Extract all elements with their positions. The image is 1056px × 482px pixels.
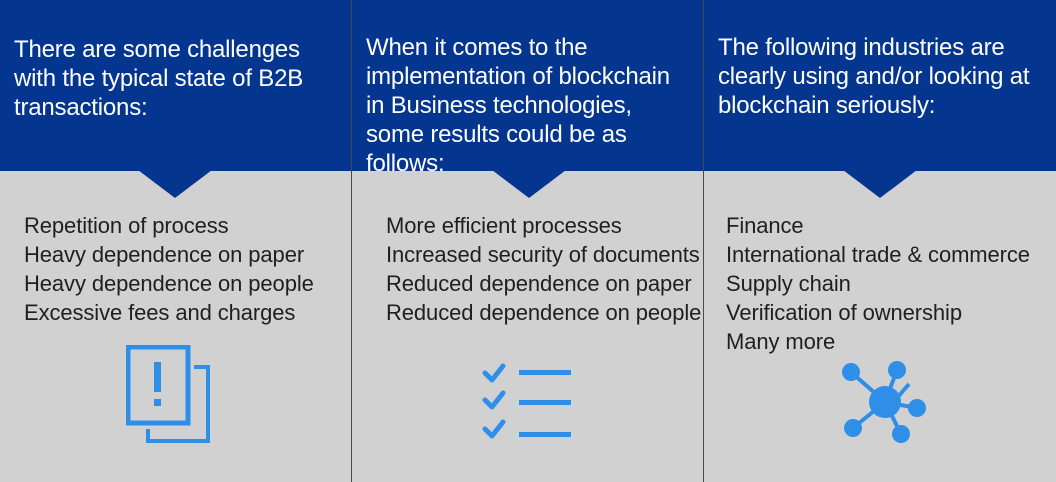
header-pointer	[843, 170, 917, 198]
list-item: Reduced dependence on people	[386, 300, 702, 325]
network-hub-icon	[842, 361, 926, 443]
list-item: Heavy dependence on paper	[24, 242, 305, 267]
challenge-list: Repetition of process Heavy dependence o…	[24, 211, 314, 327]
header-pointer	[138, 170, 212, 198]
list-item: Repetition of process	[24, 213, 229, 238]
list-item: Heavy dependence on people	[24, 271, 314, 296]
panel-title: There are some challenges with the typic…	[14, 36, 304, 121]
industries-list: Finance International trade & commerce S…	[726, 211, 1030, 356]
list-item: Reduced dependence on paper	[386, 271, 692, 296]
panel-header: The following industries are clearly usi…	[704, 0, 1056, 171]
list-item: Many more	[726, 329, 836, 354]
panel-header: There are some challenges with the typic…	[0, 0, 351, 171]
document-alert-icon	[126, 345, 210, 443]
panel-header: When it comes to the implementation of b…	[352, 0, 703, 177]
panel-title: The following industries are clearly usi…	[718, 34, 1030, 119]
list-item: Increased security of documents	[386, 242, 700, 267]
results-list: More efficient processes Increased secur…	[386, 211, 701, 327]
list-item: Excessive fees and charges	[24, 300, 296, 325]
panel-challenges: There are some challenges with the typic…	[0, 0, 351, 482]
list-item: More efficient processes	[386, 213, 622, 238]
list-item: Verification of ownership	[726, 300, 962, 325]
checklist-icon	[482, 363, 571, 439]
list-item: Supply chain	[726, 271, 851, 296]
list-item: International trade & commerce	[726, 242, 1030, 267]
list-item: Finance	[726, 213, 804, 238]
header-pointer	[492, 170, 566, 198]
panel-title: When it comes to the implementation of b…	[366, 34, 670, 177]
